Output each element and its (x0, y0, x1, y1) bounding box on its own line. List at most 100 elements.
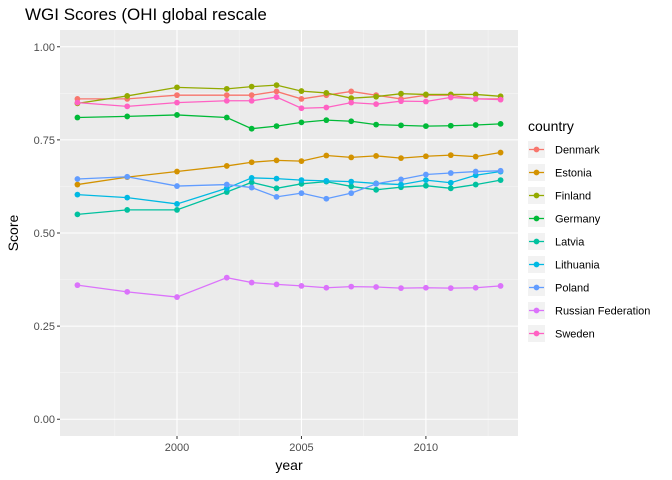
data-point-finland (373, 93, 380, 100)
data-point-russian-federation (423, 284, 429, 291)
series-finland (74, 82, 504, 107)
data-point-denmark (174, 92, 180, 99)
y-tick-label: 0.25 (34, 321, 55, 333)
y-tick-label: 0.00 (34, 414, 55, 426)
legend-item-lithuania: Lithuania (528, 256, 601, 273)
data-point-latvia (174, 207, 180, 213)
data-point-poland (447, 170, 454, 176)
legend-item-estonia: Estonia (528, 164, 593, 181)
legend-label: Poland (555, 283, 589, 295)
legend-key-point (533, 307, 540, 314)
data-point-lithuania (74, 191, 81, 198)
data-point-latvia (348, 183, 355, 190)
data-point-sweden (74, 99, 81, 106)
legend-key-point (533, 192, 540, 199)
data-point-finland (124, 93, 131, 99)
data-point-russian-federation (174, 294, 180, 300)
data-point-russian-federation (248, 279, 255, 286)
legend-item-poland: Poland (528, 279, 589, 296)
data-point-germany (447, 122, 454, 129)
data-point-estonia (373, 152, 380, 159)
legend-item-sweden: Sweden (528, 325, 595, 342)
data-point-finland (423, 91, 429, 98)
legend-key-point (533, 284, 540, 291)
data-point-germany (497, 120, 504, 127)
x-axis-title: year (275, 457, 303, 473)
data-point-sweden (472, 96, 479, 102)
data-point-sweden (298, 105, 305, 112)
data-point-estonia (497, 149, 504, 156)
data-point-russian-federation (124, 288, 131, 295)
data-point-lithuania (248, 174, 255, 181)
data-point-sweden (323, 104, 330, 111)
data-point-russian-federation (348, 283, 355, 290)
legend-title: country (528, 118, 574, 134)
data-point-sweden (348, 99, 355, 106)
data-point-latvia (373, 186, 380, 193)
data-point-poland (472, 168, 479, 175)
data-point-germany (348, 118, 355, 125)
series-poland (74, 167, 504, 202)
x-tick-label: 2000 (165, 442, 189, 454)
data-point-lithuania (273, 175, 280, 182)
series-russian-federation (74, 274, 504, 300)
data-point-finland (273, 82, 280, 89)
x-axis: 2000 2005 2010 (165, 436, 438, 454)
data-point-poland (74, 176, 81, 182)
data-point-estonia (273, 157, 280, 164)
data-point-sweden (174, 99, 180, 106)
legend-key-point (533, 169, 540, 176)
x-tick-label: 2005 (289, 442, 313, 454)
data-point-sweden (373, 101, 380, 108)
data-point-estonia (174, 168, 180, 175)
data-point-germany (273, 123, 280, 129)
data-point-latvia (248, 179, 255, 186)
data-point-sweden (273, 94, 280, 100)
data-point-latvia (447, 185, 454, 192)
data-point-germany (398, 122, 404, 129)
data-point-germany (298, 119, 305, 126)
data-point-estonia (323, 152, 330, 159)
data-point-estonia (348, 154, 355, 161)
data-point-poland (423, 171, 429, 178)
y-tick-label: 0.75 (34, 135, 55, 147)
data-point-finland (323, 90, 330, 96)
legend-key-point (533, 261, 540, 268)
data-point-poland (348, 190, 355, 197)
data-point-denmark (348, 88, 355, 95)
data-point-germany (124, 113, 131, 120)
data-point-finland (223, 85, 230, 92)
data-point-poland (323, 195, 330, 202)
data-point-finland (348, 95, 355, 102)
legend-key-point (533, 215, 540, 222)
data-point-lithuania (348, 178, 355, 185)
data-point-poland (497, 167, 504, 174)
data-point-poland (298, 190, 305, 197)
data-point-russian-federation (497, 282, 504, 289)
y-axis-title: Score (5, 215, 21, 252)
data-point-finland (472, 91, 479, 98)
data-point-russian-federation (298, 282, 305, 289)
data-point-sweden (223, 97, 230, 104)
data-point-germany (373, 121, 380, 128)
legend-label: Latvia (555, 237, 585, 249)
y-tick-label: 1.00 (34, 42, 55, 54)
data-point-poland (174, 183, 180, 189)
data-point-finland (174, 84, 180, 91)
legend-key-point (533, 330, 540, 337)
data-point-estonia (423, 153, 429, 160)
legend-label: Finland (555, 191, 591, 203)
data-point-germany (423, 123, 429, 129)
legend-label: Lithuania (555, 260, 601, 272)
data-point-germany (174, 112, 180, 118)
data-point-estonia (472, 153, 479, 160)
data-point-russian-federation (472, 284, 479, 291)
data-point-latvia (74, 211, 81, 218)
data-point-poland (223, 181, 230, 188)
data-point-sweden (248, 97, 255, 104)
data-point-lithuania (323, 177, 330, 184)
data-point-lithuania (124, 194, 131, 201)
data-point-estonia (248, 159, 255, 166)
data-point-germany (472, 122, 479, 128)
